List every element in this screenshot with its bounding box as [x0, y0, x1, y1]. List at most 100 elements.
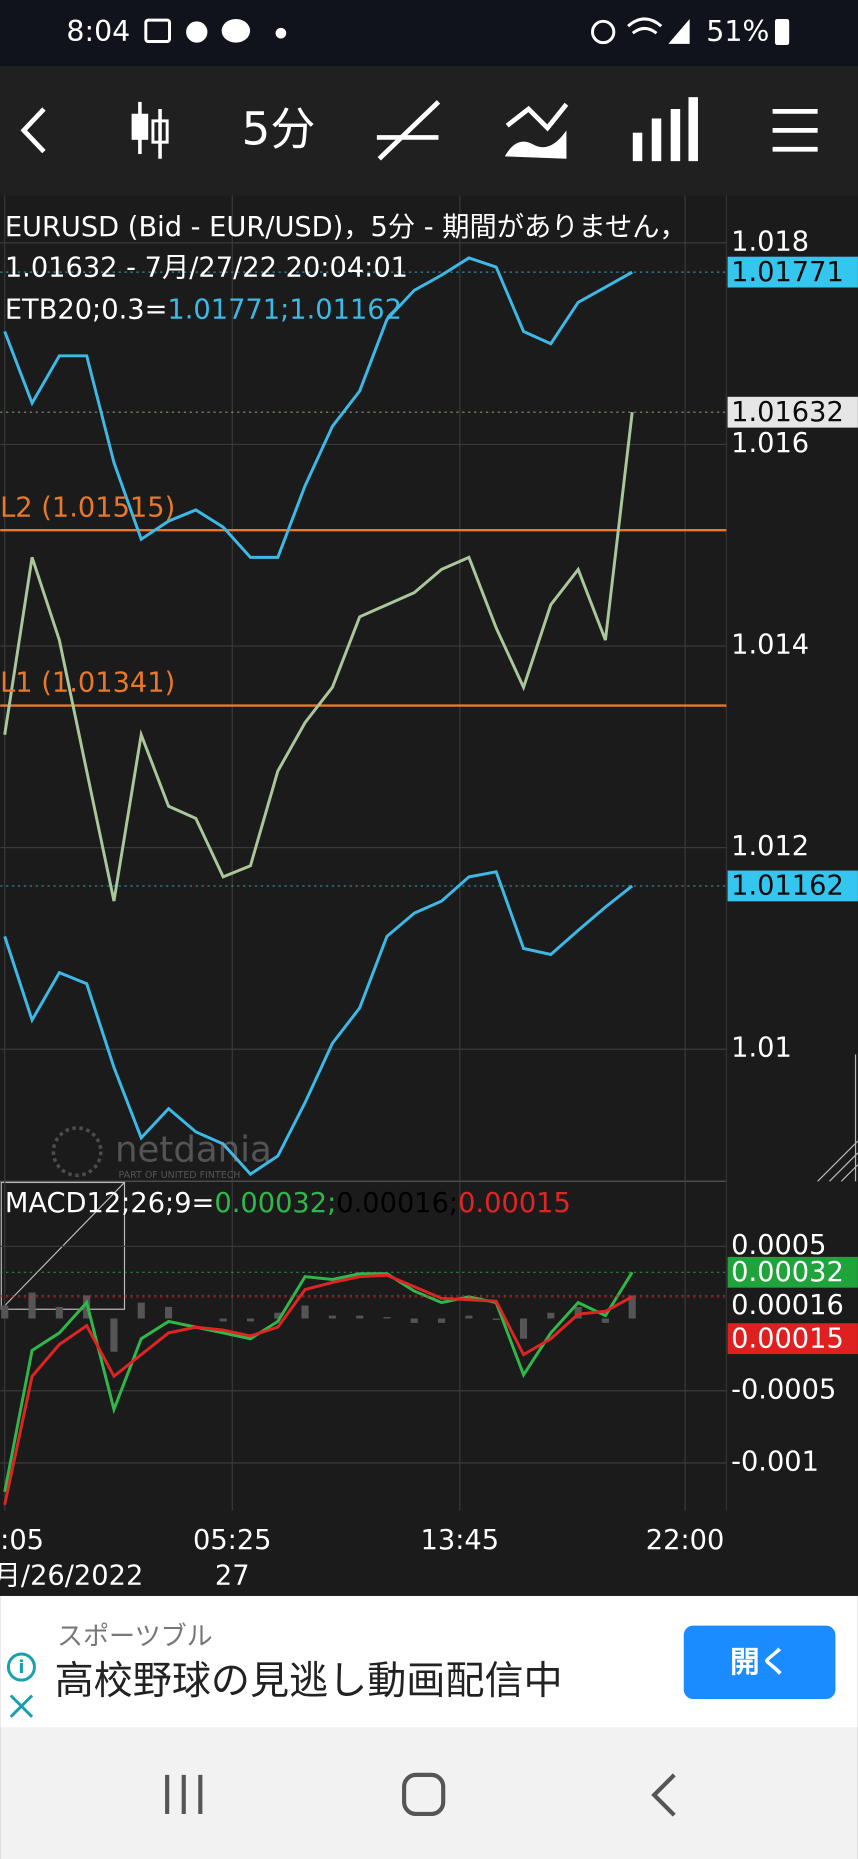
- value-tag-label: 1.01771: [731, 257, 844, 288]
- wifi-icon: [627, 17, 663, 35]
- battery-text: 51%: [706, 15, 769, 48]
- macd-chart: [0, 1181, 727, 1511]
- watermark-brand: netdania: [115, 1130, 272, 1171]
- volume-button[interactable]: [632, 97, 698, 162]
- value-tag: [727, 1323, 858, 1355]
- series-line: [3, 412, 634, 902]
- histogram-bar: [110, 1318, 118, 1352]
- info-etb: ETB20;0.3=1.01771;1.01162: [5, 294, 402, 325]
- histogram-bar: [137, 1302, 145, 1319]
- ad-button[interactable]: [683, 1625, 836, 1700]
- ad-headline: 高校野球の見逃し動画配信中: [55, 1659, 563, 1704]
- value-tag-label: 0.00032: [731, 1257, 844, 1288]
- histogram-bar: [547, 1312, 555, 1319]
- notify-icon: [186, 21, 208, 43]
- status-bar: [0, 0, 858, 67]
- value-tag-label: 0.00016: [731, 1290, 844, 1321]
- value-tag-label: 1.01632: [731, 397, 844, 428]
- macd-legend: MACD12;26;9=0.00032;0.00016;0.00015: [5, 1187, 571, 1218]
- y-tick-label: -0.0005: [731, 1374, 836, 1405]
- y-tick-label: 0.0005: [731, 1230, 826, 1261]
- macd-value: 0.00032;: [214, 1187, 336, 1218]
- histogram-bar: [219, 1318, 227, 1322]
- histogram-bar: [1, 1305, 9, 1319]
- date-label: 7月/26/2022: [0, 1561, 143, 1592]
- nav-bar: [0, 1727, 858, 1859]
- date-label: 27: [215, 1561, 250, 1592]
- toolbar: [0, 66, 858, 196]
- chart-area: [0, 195, 858, 1596]
- histogram-bar: [274, 1312, 282, 1319]
- histogram-bar: [55, 1306, 63, 1319]
- indicator-button[interactable]: [504, 102, 569, 159]
- interval-button[interactable]: 5分: [242, 103, 316, 156]
- histogram-bar: [246, 1318, 255, 1322]
- series-line: [3, 1271, 634, 1493]
- histogram-bar: [328, 1315, 336, 1319]
- histogram-bar: [410, 1318, 418, 1323]
- histogram-bar: [628, 1295, 636, 1319]
- clock: 8:04: [66, 15, 130, 48]
- info-price: 1.01632 - 7月/27/22 20:04:01: [5, 252, 408, 283]
- signal-icon: [668, 18, 690, 44]
- level-label: L2 (1.01515): [0, 492, 175, 523]
- gallery-icon: [144, 18, 172, 43]
- value-tag: [727, 256, 858, 288]
- ad-info-glyph: i: [18, 1658, 24, 1678]
- y-tick-label: 1.016: [731, 428, 809, 459]
- price-chart: [0, 195, 727, 1182]
- x-tick-label: 05:25: [193, 1525, 272, 1556]
- line-icon: [221, 18, 251, 43]
- watermark: netdania PART OF UNITED FINTECH: [51, 1126, 272, 1181]
- histogram-bar: [356, 1315, 364, 1319]
- value-tag-label: 1.01162: [731, 871, 844, 902]
- histogram-bar: [601, 1318, 609, 1323]
- histogram-bar: [492, 1318, 500, 1320]
- candle-button[interactable]: [131, 101, 169, 159]
- y-tick-label: 1.012: [731, 831, 809, 862]
- histogram-bar: [519, 1318, 528, 1339]
- watermark-sub: PART OF UNITED FINTECH: [119, 1170, 241, 1181]
- etb-name: ETB20;0.3=: [5, 294, 168, 325]
- hist-value: 0.00016;: [336, 1187, 458, 1218]
- dot-icon: [275, 27, 287, 39]
- ad-close[interactable]: [9, 1694, 34, 1718]
- y-tick-label: -0.001: [731, 1446, 819, 1477]
- menu-button[interactable]: [772, 109, 818, 152]
- y-tick-label: 1.018: [731, 226, 809, 257]
- histogram-bar: [438, 1318, 446, 1323]
- signal-value: 0.00015: [458, 1187, 571, 1218]
- etb-values: 1.01771;1.01162: [167, 294, 402, 325]
- series-line: [3, 870, 634, 1177]
- series-line: [3, 256, 633, 559]
- ad-info-icon[interactable]: [6, 1652, 36, 1682]
- home-button[interactable]: [402, 1772, 446, 1817]
- value-tag: [727, 1256, 858, 1288]
- value-tag: [727, 870, 858, 902]
- macd-name: MACD12;26;9=: [5, 1187, 215, 1218]
- resize-handle[interactable]: [817, 1054, 858, 1182]
- level-label: L1 (1.01341): [0, 668, 175, 699]
- value-tag: [727, 396, 858, 428]
- histogram-bar: [383, 1317, 391, 1319]
- nav-back[interactable]: [651, 1773, 676, 1817]
- series-line: [3, 1273, 633, 1506]
- axes: 1.018 1.016 1.014 1.012 1.01 L2 (1.01515) L1 (…: [0, 226, 858, 1592]
- alarm-icon: [591, 19, 616, 45]
- histogram-bar: [28, 1292, 36, 1319]
- battery-icon: [774, 18, 790, 46]
- y-tick-label: 1.014: [731, 630, 809, 661]
- recent-apps[interactable]: [165, 1774, 203, 1814]
- info-symbol: EURUSD (Bid - EUR/USD)，5分 - 期間がありません，: [5, 212, 687, 243]
- ad-source: スポーツブル: [57, 1622, 213, 1652]
- x-tick-label: 13:45: [421, 1525, 500, 1556]
- histogram-bar: [165, 1306, 173, 1319]
- back-button[interactable]: [20, 107, 46, 154]
- value-tag: [727, 1290, 858, 1321]
- drawing-button[interactable]: [376, 100, 441, 161]
- x-tick-label: 21:05: [0, 1525, 44, 1556]
- ad-button-label: 開く: [730, 1645, 789, 1679]
- value-tag-label: 0.00015: [731, 1323, 844, 1354]
